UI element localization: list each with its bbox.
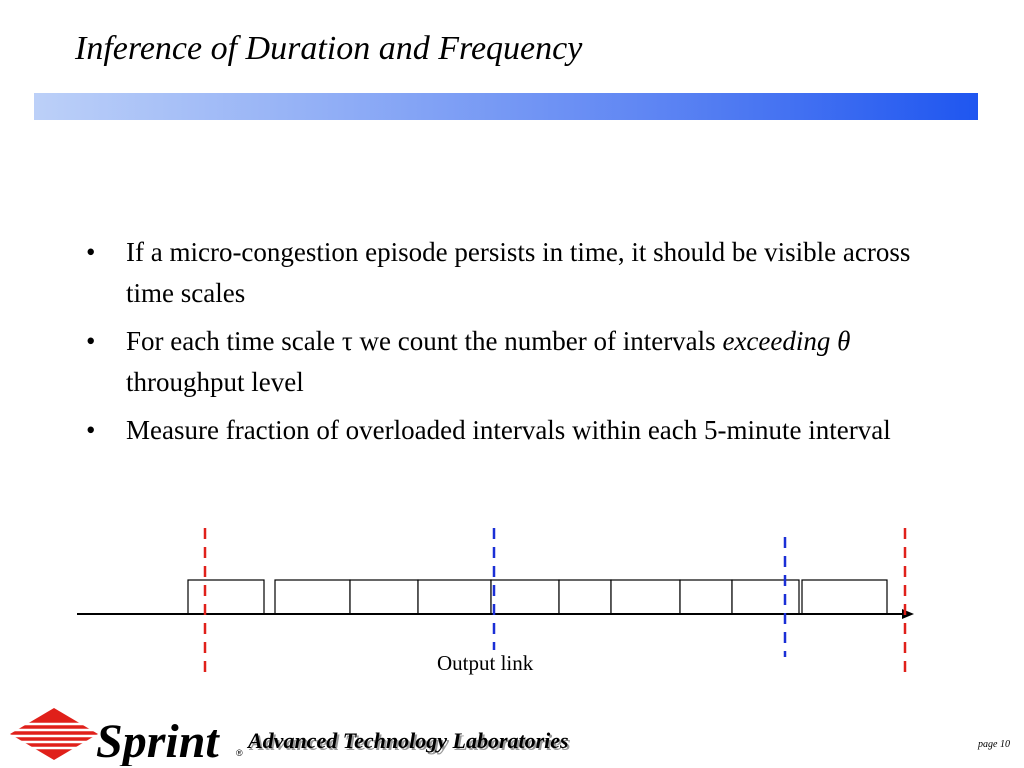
- bullet-text: Measure fraction of overloaded intervals…: [126, 415, 891, 445]
- packet-box: [801, 579, 888, 615]
- bullet-text-mid: we count the number of intervals: [352, 326, 723, 356]
- title-underline-bar: [34, 93, 978, 120]
- bullet-item: • For each time scale τ we count the num…: [86, 321, 946, 403]
- packet-box: [558, 579, 612, 615]
- bullet-dot-icon: •: [86, 237, 96, 267]
- bullet-text-emphasis: exceeding θ: [722, 326, 851, 356]
- bullet-dot-icon: •: [86, 326, 96, 356]
- slide-title: Inference of Duration and Frequency: [75, 30, 583, 67]
- packet-box: [490, 579, 560, 615]
- packet-box: [417, 579, 492, 615]
- packet-box: [731, 579, 800, 615]
- bullet-dot-icon: •: [86, 415, 96, 445]
- packet-box: [187, 579, 265, 615]
- bullet-text-pre: For each time scale: [126, 326, 342, 356]
- bullet-text-post: throughput level: [126, 367, 304, 397]
- sprint-diamond-icon: [8, 708, 103, 760]
- page-number: page 10: [978, 739, 1010, 750]
- packet-box: [610, 579, 681, 615]
- packet-box: [679, 579, 733, 615]
- output-link-label: Output link: [437, 651, 534, 675]
- bullet-item: • If a micro-congestion episode persists…: [86, 232, 946, 314]
- output-link-diagram: Output link: [77, 528, 914, 675]
- bullet-item: • Measure fraction of overloaded interva…: [86, 410, 946, 451]
- packet-boxes: [187, 579, 888, 615]
- sprint-logo: Sprint ®: [8, 708, 243, 766]
- packet-box: [274, 579, 351, 615]
- bullet-list: • If a micro-congestion episode persists…: [86, 232, 946, 458]
- lab-name: Advanced Technology Laboratories: [248, 728, 569, 753]
- packet-box: [349, 579, 419, 615]
- sprint-wordmark: Sprint: [96, 715, 220, 766]
- bullet-text: If a micro-congestion episode persists i…: [126, 237, 911, 308]
- tau-symbol: τ: [341, 326, 353, 356]
- registered-mark: ®: [236, 748, 243, 758]
